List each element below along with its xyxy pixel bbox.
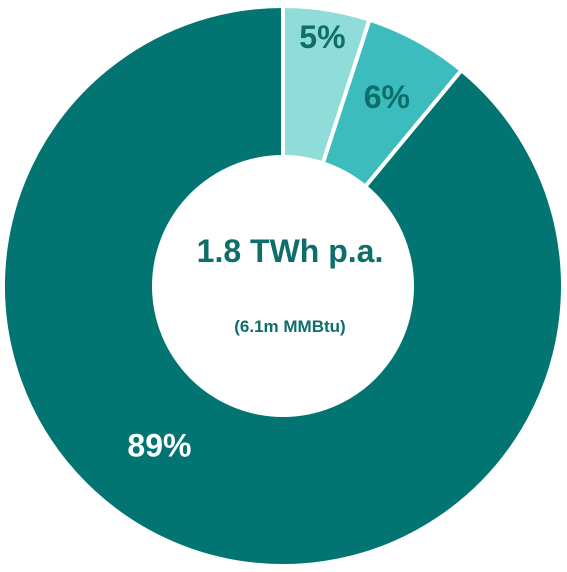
slice-label-3: 89% bbox=[127, 427, 191, 463]
slice-label-1: 5% bbox=[299, 19, 345, 55]
donut-hole bbox=[152, 155, 414, 417]
slice-label-2: 6% bbox=[364, 79, 410, 115]
center-subtitle: (6.1m MMBtu) bbox=[234, 317, 345, 336]
center-title: 1.8 TWh p.a. bbox=[197, 233, 384, 269]
slice-3 bbox=[1, 4, 565, 568]
labels-layer: 5% 6% 89% bbox=[127, 19, 410, 463]
